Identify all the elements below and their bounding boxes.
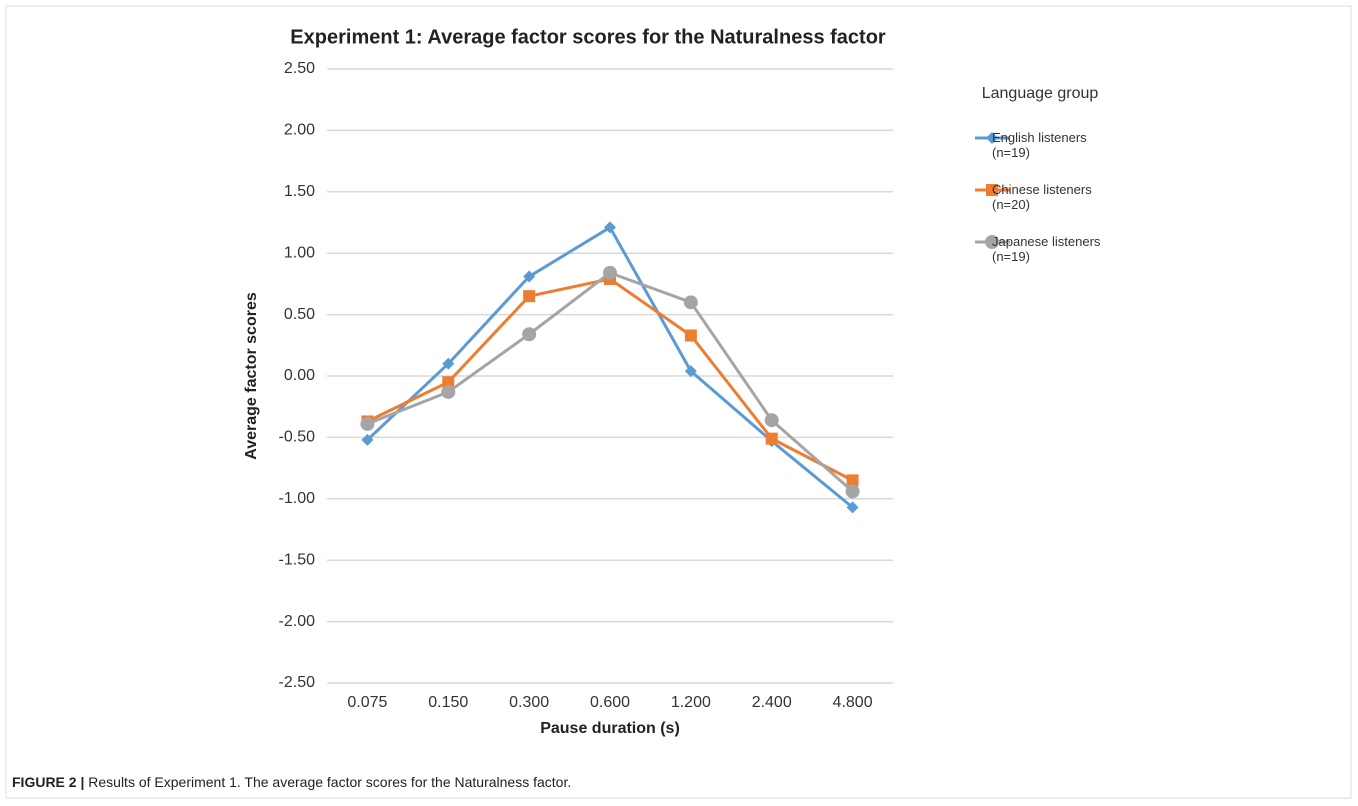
marker (523, 290, 536, 303)
caption-text: Results of Experiment 1. The average fac… (88, 774, 572, 790)
y-tick-label: 0.50 (284, 306, 315, 323)
legend-title: Language group (982, 85, 1099, 102)
series-line (366, 277, 854, 482)
legend-label: English listeners (n=19) (992, 130, 1087, 160)
y-tick-label: 2.00 (284, 122, 315, 139)
marker (604, 221, 616, 234)
legend-label: Japanese listeners (n=19) (992, 234, 1101, 264)
y-tick-label: -1.00 (279, 490, 316, 507)
x-axis-label: Pause duration (s) (540, 720, 680, 737)
marker (360, 416, 375, 431)
y-tick-label: -0.50 (279, 429, 316, 446)
marker (522, 327, 537, 342)
y-tick-label: 1.50 (284, 183, 315, 200)
y-tick-label: 2.50 (284, 60, 315, 77)
marker (683, 295, 698, 310)
marker (442, 376, 455, 389)
marker (441, 384, 456, 399)
x-tick-label: 0.075 (347, 694, 387, 711)
marker (523, 270, 536, 283)
legend-label: Chinese listeners (n=20) (992, 182, 1092, 212)
series-line (366, 271, 854, 493)
marker (986, 184, 998, 196)
marker (846, 474, 859, 487)
y-axis-label: Average factor scores (243, 292, 260, 460)
caption-label: FIGURE 2 | (12, 774, 85, 790)
marker (603, 265, 617, 280)
y-tick-label: -1.50 (279, 551, 316, 568)
x-tick-label: 2.400 (752, 694, 792, 711)
marker (986, 132, 998, 144)
x-tick-label: 1.200 (671, 694, 711, 711)
marker (442, 357, 455, 370)
chart-title: Experiment 1: Average factor scores for … (290, 26, 886, 48)
y-tick-label: -2.50 (279, 674, 316, 691)
x-tick-label: 4.800 (833, 694, 873, 711)
marker (846, 501, 859, 514)
marker (764, 413, 779, 428)
y-tick-label: 1.00 (284, 244, 315, 261)
marker (684, 365, 697, 378)
figure-frame (5, 5, 1352, 799)
marker (985, 235, 999, 249)
marker (684, 329, 697, 342)
y-tick-label: -2.00 (279, 613, 316, 630)
x-tick-label: 0.150 (428, 694, 468, 711)
y-tick-label: 0.00 (284, 367, 315, 384)
x-tick-label: 0.300 (509, 694, 549, 711)
x-tick-label: 0.600 (590, 694, 630, 711)
caption: FIGURE 2 | Results of Experiment 1. The … (12, 774, 571, 790)
marker (765, 432, 778, 445)
marker (845, 484, 860, 499)
marker (361, 433, 374, 446)
